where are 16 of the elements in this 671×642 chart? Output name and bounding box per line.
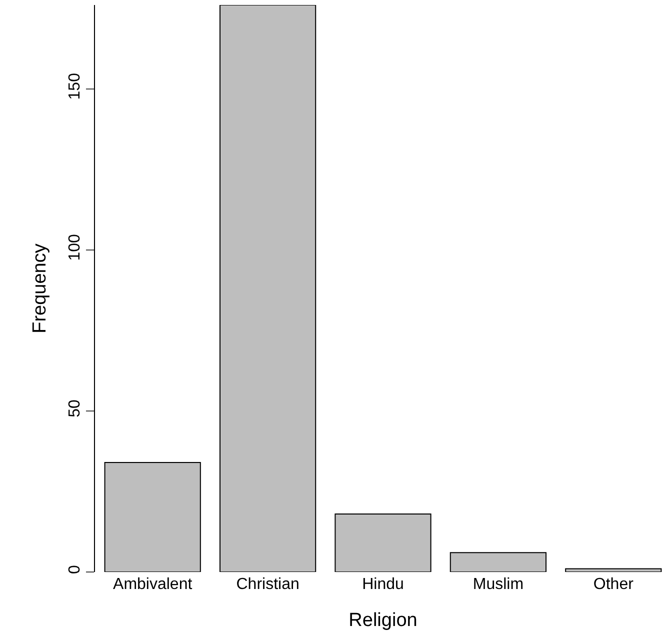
x-tick-label: Ambivalent: [113, 576, 193, 593]
bar: [565, 568, 662, 572]
x-tick-label: Muslim: [472, 576, 524, 593]
x-tick-label: Christian: [236, 576, 300, 593]
bar: [334, 514, 432, 572]
bar: [450, 552, 547, 572]
x-axis-title: Religion: [348, 610, 418, 631]
y-tick-label: 50: [66, 400, 84, 418]
y-axis-title: Frequency: [29, 243, 50, 334]
y-tick-label: 100: [66, 234, 84, 261]
x-tick-label: Other: [593, 576, 634, 593]
y-tick-label: 0: [66, 565, 84, 574]
y-tick-label: 150: [66, 72, 84, 100]
bar: [104, 462, 201, 572]
bar: [219, 5, 316, 572]
x-tick-label: Hindu: [362, 576, 404, 593]
